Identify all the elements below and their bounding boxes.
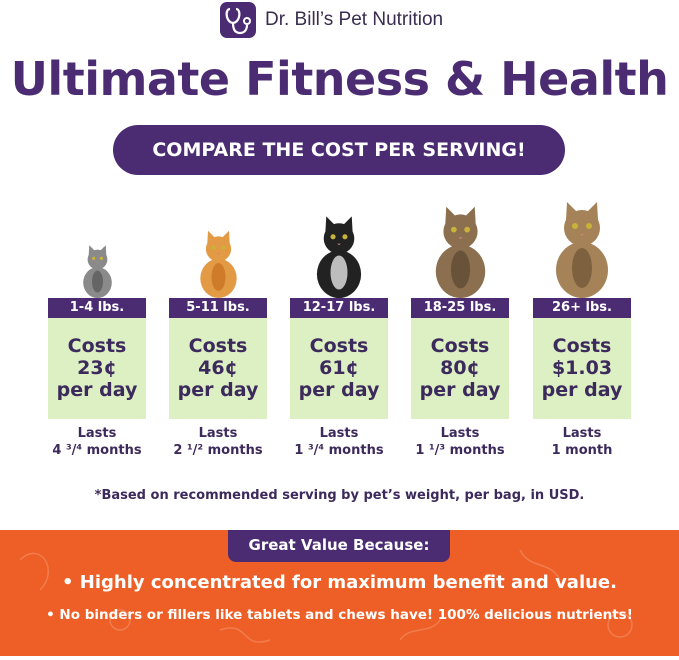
per-day-label: per day <box>541 379 623 401</box>
lasts-label: Lasts <box>440 426 480 441</box>
lasts-label: Lasts <box>319 426 359 441</box>
cost-price: 23¢ <box>77 357 117 379</box>
duration-value: 4 ³/⁴ months <box>52 443 142 458</box>
cost-price: 61¢ <box>319 357 359 379</box>
cat-photo <box>169 180 267 298</box>
footnote: *Based on recommended serving by pet’s w… <box>94 488 585 503</box>
costs-label: Costs <box>552 335 612 357</box>
cat-photo <box>533 180 631 298</box>
cost-price: 80¢ <box>440 357 480 379</box>
duration-value: 1 month <box>551 443 613 458</box>
duration-info: Lasts 1 ¹/³ months <box>400 425 520 459</box>
cat-icon <box>82 245 112 298</box>
page-title: Ultimate Fitness & Health <box>10 52 669 106</box>
compare-banner: COMPARE THE COST PER SERVING! <box>113 125 565 175</box>
costs-label: Costs <box>309 335 369 357</box>
logo-stethoscope-icon <box>220 2 256 38</box>
cost-box: Costs 46¢ per day <box>169 318 267 419</box>
per-day-label: per day <box>177 379 259 401</box>
costs-label: Costs <box>188 335 248 357</box>
cost-box: Costs 23¢ per day <box>48 318 146 419</box>
tier-card: 12-17 lbs. Costs 61¢ per day Lasts 1 ³/⁴… <box>290 180 388 459</box>
tier-card: 18-25 lbs. Costs 80¢ per day Lasts 1 ¹/³… <box>411 180 509 459</box>
duration-info: Lasts 1 ³/⁴ months <box>279 425 399 459</box>
per-day-label: per day <box>56 379 138 401</box>
duration-value: 1 ³/⁴ months <box>294 443 384 458</box>
cost-box: Costs 80¢ per day <box>411 318 509 419</box>
cat-icon <box>556 202 608 298</box>
weight-range: 26+ lbs. <box>533 298 631 318</box>
lasts-label: Lasts <box>562 426 602 441</box>
cat-icon <box>199 230 237 298</box>
costs-label: Costs <box>67 335 127 357</box>
costs-label: Costs <box>430 335 490 357</box>
cat-photo <box>290 180 388 298</box>
tier-card: 26+ lbs. Costs $1.03 per day Lasts 1 mon… <box>533 180 631 459</box>
cost-price: $1.03 <box>551 357 613 379</box>
value-bullet: • Highly concentrated for maximum benefi… <box>62 572 617 593</box>
cat-photo <box>48 180 146 298</box>
duration-info: Lasts 4 ³/⁴ months <box>37 425 157 459</box>
brand-name: Dr. Bill’s Pet Nutrition <box>265 9 444 30</box>
cat-icon <box>435 206 485 298</box>
cost-box: Costs 61¢ per day <box>290 318 388 419</box>
duration-value: 2 ¹/² months <box>173 443 263 458</box>
duration-info: Lasts 1 month <box>522 425 642 459</box>
duration-info: Lasts 2 ¹/² months <box>158 425 278 459</box>
cost-box: Costs $1.03 per day <box>533 318 631 419</box>
cost-price: 46¢ <box>198 357 238 379</box>
weight-range: 1-4 lbs. <box>48 298 146 318</box>
per-day-label: per day <box>298 379 380 401</box>
value-bullet: • No binders or fillers like tablets and… <box>46 607 633 623</box>
great-value-heading: Great Value Because: <box>228 530 450 562</box>
weight-range: 12-17 lbs. <box>290 298 388 318</box>
tier-card: 5-11 lbs. Costs 46¢ per day Lasts 2 ¹/² … <box>169 180 267 459</box>
lasts-label: Lasts <box>198 426 238 441</box>
cat-icon <box>316 216 362 298</box>
duration-value: 1 ¹/³ months <box>415 443 505 458</box>
weight-range: 5-11 lbs. <box>169 298 267 318</box>
per-day-label: per day <box>419 379 501 401</box>
lasts-label: Lasts <box>77 426 117 441</box>
cat-photo <box>411 180 509 298</box>
weight-range: 18-25 lbs. <box>411 298 509 318</box>
tier-card: 1-4 lbs. Costs 23¢ per day Lasts 4 ³/⁴ m… <box>48 180 146 459</box>
